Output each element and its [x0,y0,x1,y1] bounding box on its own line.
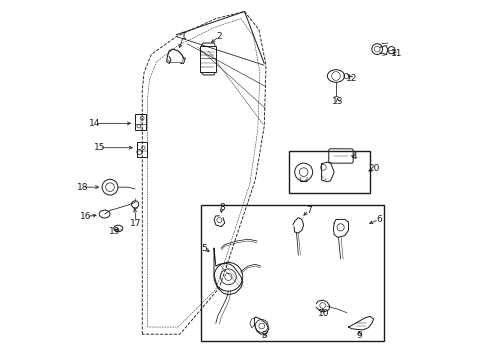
Text: 3: 3 [261,332,266,341]
Text: 20: 20 [368,164,379,173]
Text: 1: 1 [180,32,186,41]
Bar [137,142,147,157]
Text: 8: 8 [219,203,224,212]
Text: 2: 2 [216,32,222,41]
Text: 13: 13 [331,96,343,105]
Text: 16: 16 [80,212,92,221]
Bar [201,205,384,341]
Bar [135,114,145,130]
Text: 17: 17 [130,219,142,228]
Text: 14: 14 [89,119,100,128]
Ellipse shape [114,225,122,231]
Bar [289,151,369,193]
Text: 7: 7 [305,206,311,215]
Text: 11: 11 [390,49,402,58]
Bar [199,45,215,72]
Text: 19: 19 [109,228,120,237]
Text: 6: 6 [375,215,381,224]
Text: 9: 9 [356,332,362,341]
Text: 15: 15 [93,143,105,152]
Text: 5: 5 [201,244,207,253]
Text: 18: 18 [77,183,88,192]
Text: 4: 4 [350,152,356,161]
Text: 12: 12 [346,75,357,84]
Text: 10: 10 [317,309,328,318]
